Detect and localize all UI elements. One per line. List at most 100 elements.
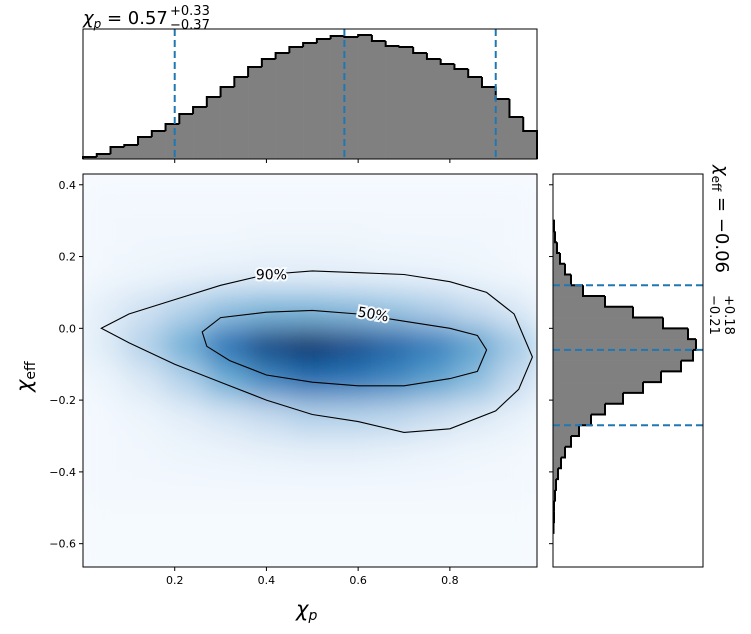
density-cell (164, 435, 208, 473)
x-tick-label: 0.8 (441, 574, 459, 587)
hist-step (559, 252, 565, 265)
density-cell (329, 542, 373, 567)
density-cell (494, 363, 537, 402)
title-sub: p (93, 17, 102, 31)
density-cell (288, 399, 332, 437)
density-cell (164, 363, 208, 402)
title-lower: −0.21 (706, 295, 721, 335)
y-tick-label: −0.2 (49, 394, 76, 407)
density-cell (494, 542, 537, 567)
hist-bar (553, 425, 579, 437)
x-axis-sub: p (307, 608, 317, 624)
hist-step (623, 382, 644, 394)
hist-bar (553, 328, 688, 340)
x-tick-label: 0.2 (166, 574, 184, 587)
hist-step (554, 489, 556, 502)
density-cell (164, 399, 208, 437)
hist-step (681, 349, 694, 362)
hist-bar (206, 97, 221, 159)
density-cell (83, 219, 126, 258)
hist-bar (220, 87, 235, 159)
hist-bar (553, 242, 557, 254)
hist-step (605, 392, 624, 405)
hist-step (137, 136, 152, 145)
density-cell (247, 542, 291, 567)
hist-bar (96, 154, 111, 159)
heatmap (83, 183, 537, 567)
hist-step (565, 436, 572, 448)
hist-bar (344, 37, 359, 159)
density-cell (288, 255, 332, 294)
hist-bar (553, 468, 558, 480)
density-cell (83, 291, 126, 330)
title-upper: +0.33 (170, 4, 210, 19)
hist-bar (165, 124, 180, 159)
density-cell (329, 327, 373, 366)
hist-bar (553, 446, 565, 458)
hist-step (150, 130, 166, 137)
density-cell (329, 363, 373, 402)
density-cell (453, 219, 497, 258)
hist-step (205, 96, 221, 107)
hist-frame (552, 173, 704, 568)
hist-bar (495, 99, 510, 159)
hist-step (302, 42, 317, 47)
density-cell (164, 327, 208, 366)
density-cell (412, 291, 456, 330)
title-upper: +0.18 (721, 295, 736, 335)
hist-step (384, 41, 400, 47)
hist-step (453, 64, 469, 70)
hist-step (398, 46, 414, 48)
hist-bar (261, 59, 276, 159)
hist-bar (179, 114, 194, 159)
hist-bar (553, 382, 643, 394)
hist-bar (553, 285, 583, 297)
hist-bar (413, 53, 428, 159)
hist-step (123, 144, 139, 147)
density-cell (453, 399, 497, 437)
hist-bar (523, 131, 538, 159)
density-cell (370, 183, 415, 222)
hist-step (329, 35, 345, 39)
density-cell (164, 219, 208, 258)
hist-step (556, 468, 559, 481)
hist-step (553, 511, 555, 524)
density-cell (123, 506, 167, 545)
hist-bar (553, 317, 663, 329)
density-cell (83, 255, 126, 294)
density-cell (164, 183, 208, 222)
density-cell (494, 219, 537, 258)
hist-bar (124, 145, 139, 159)
hist-bar (454, 69, 469, 159)
density-cell (453, 435, 497, 473)
title-lower: −0.37 (170, 18, 210, 33)
hist-step (555, 479, 557, 491)
density-cell (247, 327, 291, 366)
title-symbol: χ (711, 164, 732, 177)
hist-step (661, 360, 682, 373)
density-cell (412, 542, 456, 567)
hist-step (554, 231, 557, 244)
density-cell (123, 219, 167, 258)
density-cell (247, 219, 291, 258)
density-cell (412, 255, 456, 294)
density-cell (329, 255, 373, 294)
density-cell (329, 219, 373, 258)
contour-label: 90% (256, 267, 287, 283)
density-cell (329, 183, 373, 222)
hist-bar (193, 107, 208, 159)
hist-step (571, 425, 580, 437)
hist-step (274, 52, 290, 59)
hist-step (508, 99, 524, 118)
density-cell (164, 470, 208, 509)
density-cell (288, 327, 332, 366)
density-cell (370, 327, 415, 366)
density-cell (288, 542, 332, 567)
density-cell (453, 183, 497, 222)
density-cell (123, 291, 167, 330)
hist-bar (440, 64, 455, 159)
hist-step (558, 457, 562, 470)
density-cell (123, 255, 167, 294)
hist-bar (553, 349, 693, 361)
